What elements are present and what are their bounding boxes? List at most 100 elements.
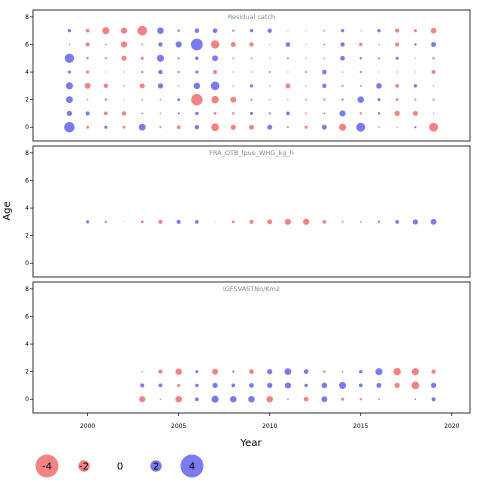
residual-bubble <box>267 124 273 130</box>
residual-bubble <box>395 28 400 33</box>
residual-bubble <box>305 71 308 73</box>
residual-bubble <box>232 29 235 32</box>
residual-bubble <box>378 43 380 46</box>
residual-bubble <box>195 219 199 224</box>
residual-bubble <box>250 71 253 73</box>
residual-bubble <box>195 56 199 60</box>
residual-bubble <box>395 219 400 224</box>
residual-bubble <box>321 396 328 403</box>
panel-frame <box>32 281 471 414</box>
residual-bubble <box>231 383 236 388</box>
residual-bubble <box>158 383 163 388</box>
residual-bubble <box>140 220 144 224</box>
panel-1: Residual catch 0 2 4 6 8 <box>25 9 471 142</box>
residual-bubble <box>412 110 418 116</box>
residual-bubble <box>66 96 73 104</box>
residual-bubble <box>359 397 362 401</box>
residual-bubble <box>212 368 219 375</box>
residual-bubble <box>249 42 254 47</box>
residual-bubble <box>232 112 235 115</box>
residual-bubble <box>341 220 344 223</box>
residual-bubble <box>138 123 146 131</box>
residual-bubble <box>157 83 164 89</box>
panel-title: FRA_OTB_lpue_WHG_kg_h <box>209 149 294 157</box>
residual-bubble <box>177 112 180 115</box>
residual-bubble <box>105 43 107 46</box>
residual-bubble <box>303 218 310 225</box>
residual-bubble <box>305 30 307 32</box>
residual-bubble <box>104 220 108 224</box>
residual-bubble <box>230 124 236 130</box>
residual-bubble <box>323 112 326 115</box>
residual-bubble <box>105 71 107 73</box>
residual-bubble <box>322 83 327 89</box>
panel-frame <box>32 9 471 142</box>
residual-bubble <box>285 83 291 89</box>
residual-bubble <box>287 30 289 32</box>
residual-bubble <box>303 369 309 374</box>
residual-bubble <box>359 221 362 223</box>
residual-bubble <box>411 368 419 376</box>
residual-bubble <box>213 112 217 115</box>
residual-bubble <box>430 382 437 389</box>
legend-label: 0 <box>117 462 123 473</box>
residual-bubble <box>190 38 203 51</box>
residual-bubble <box>284 382 292 389</box>
residual-bubble <box>377 112 381 115</box>
residual-bubble <box>376 83 382 89</box>
legend-label: -2 <box>79 462 89 473</box>
residual-bubble <box>249 124 254 130</box>
residual-bubble <box>120 27 128 34</box>
residual-bubble <box>175 368 182 375</box>
residual-bubble <box>359 369 363 374</box>
residual-bubble <box>378 57 380 60</box>
residual-bubble <box>66 110 73 117</box>
y-tick-label: 2 <box>25 97 29 104</box>
residual-bubble <box>156 54 165 62</box>
residual-bubble <box>413 84 418 88</box>
residual-bubble <box>193 82 201 90</box>
residual-bubble <box>68 43 71 46</box>
y-tick-label: 0 <box>25 396 29 403</box>
residual-bubble <box>195 111 199 116</box>
residual-bubble <box>414 398 417 400</box>
residual-bubble <box>359 112 362 115</box>
residual-bubble <box>249 28 254 33</box>
residual-bubble <box>323 57 326 60</box>
residual-bubble <box>414 71 416 73</box>
residual-bubble <box>378 71 380 73</box>
residual-bubble <box>211 123 219 132</box>
residual-bubble <box>158 219 163 224</box>
residual-bubble <box>195 397 199 402</box>
residual-bubble <box>394 382 400 389</box>
residual-bubble <box>230 41 236 47</box>
x-tick-label: 2000 <box>80 423 95 430</box>
residual-bubble <box>396 71 398 73</box>
residual-bubble <box>159 98 162 101</box>
residual-bubble <box>432 57 435 60</box>
residual-bubble <box>177 57 180 60</box>
residual-bubble <box>414 126 417 129</box>
residual-bubble <box>212 382 218 389</box>
residual-bubble <box>377 98 381 102</box>
residual-bubble <box>250 98 253 101</box>
residual-bubble <box>338 123 347 131</box>
residual-bubble <box>323 98 326 101</box>
residual-bubble <box>359 42 363 47</box>
residual-bubble <box>268 70 271 74</box>
residual-bubble <box>394 110 400 117</box>
residual-bubble <box>267 369 273 375</box>
residual-bubble <box>230 395 237 403</box>
residual-bubble <box>322 219 327 224</box>
residual-bubble <box>159 112 162 115</box>
residual-bubble <box>287 99 289 101</box>
residual-bubble <box>268 98 271 101</box>
residual-bubble <box>86 220 90 224</box>
residual-bubble <box>141 98 144 101</box>
residual-bubble <box>86 125 90 129</box>
residual-bubble <box>305 43 307 46</box>
residual-bubble <box>267 219 273 225</box>
residual-bubble <box>123 71 125 73</box>
